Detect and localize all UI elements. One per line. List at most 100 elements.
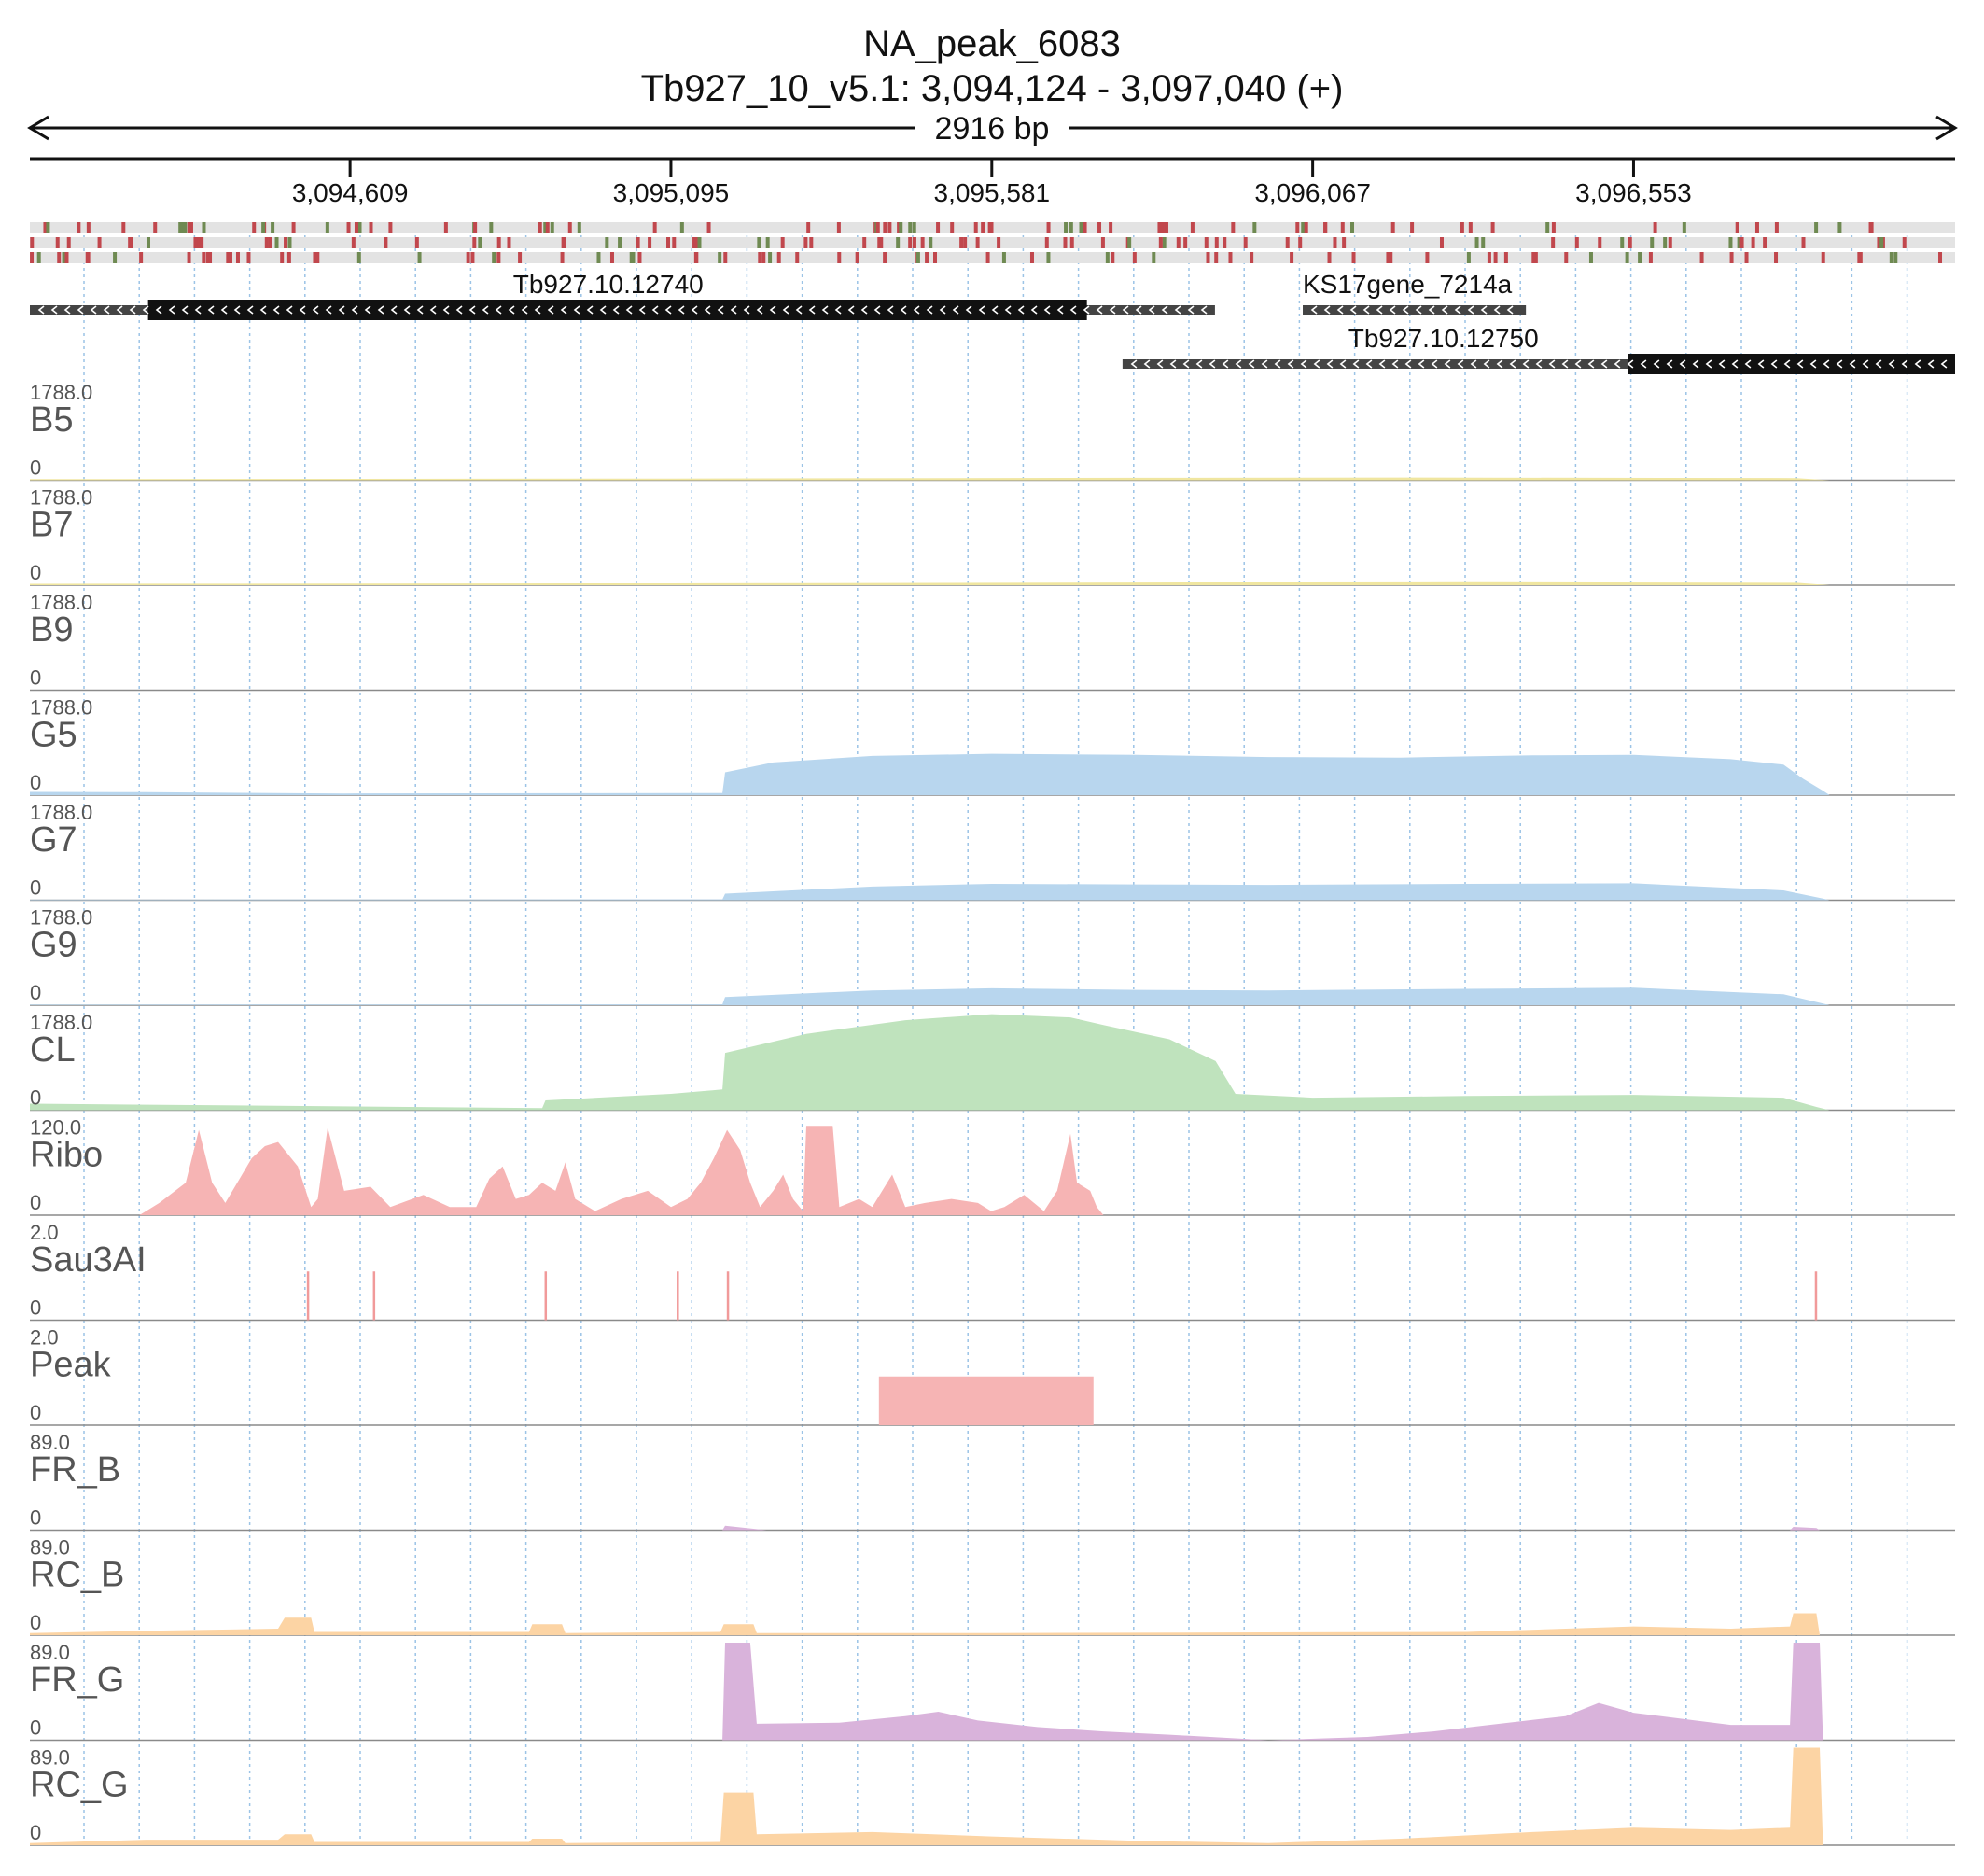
track-max-label: 1788.0 [30,696,92,720]
variant-mark [183,222,188,233]
strand-arrow [1548,359,1556,369]
strand-arrow [364,305,371,315]
variant-mark [765,237,770,248]
variant-mark [1158,237,1163,248]
coverage-area [30,477,1830,481]
variant-mark [235,252,240,263]
variant-mark [912,237,916,248]
variant-mark [1902,237,1907,248]
variant-mark [723,252,728,263]
variant-mark [284,237,288,248]
variant-mark [274,237,279,248]
strand-arrow [272,305,280,315]
strand-arrow [638,305,646,315]
track-min-label: 0 [30,1191,41,1214]
strand-arrow [769,305,776,315]
tick-label: 3,096,553 [1575,178,1692,207]
variant-mark [596,252,601,263]
variant-mark [795,252,800,263]
variant-mark [693,237,698,248]
variant-mark [1531,252,1536,263]
variant-mark [987,222,992,233]
variant-mark [1739,237,1744,248]
variant-mark [883,252,887,263]
variant-mark [1029,252,1034,263]
variant-mark [1460,222,1464,233]
variant-mark [975,237,980,248]
variant-mark [577,222,581,233]
variant-mark [1938,252,1943,263]
variant-mark [1183,237,1188,248]
variant-mark [915,252,920,263]
variant-mark [1728,237,1733,248]
variant-mark [208,252,213,263]
track-g7: 1788.0G7 0 [30,801,1955,902]
track-max-label: 2.0 [30,1326,59,1350]
variant-mark [1628,237,1632,248]
strand-arrow [1418,359,1425,369]
variant-mark [202,222,206,233]
variant-mark [1064,222,1069,233]
strand-arrow [1352,359,1360,369]
variant-mark [666,237,671,248]
variant-mark [1744,252,1749,263]
variant-mark [806,222,811,233]
variant-mark [280,252,285,263]
variant-mark [1668,237,1672,248]
variant-mark [545,222,550,233]
variant-mark [1223,237,1227,248]
variant-mark [1474,237,1479,248]
variant-mark [354,222,358,233]
variant-mark [1735,222,1739,233]
strand-arrow [1705,359,1712,369]
variant-mark [1468,222,1473,233]
coverage-area [30,883,1830,901]
gene-cds [147,300,1087,320]
strand-arrow [900,305,907,315]
variant-mark [1751,237,1755,248]
strand-arrow [834,305,842,315]
site-bar [1814,1271,1818,1321]
variant-mark [268,237,272,248]
variant-mark [1588,252,1593,263]
variant-mark [1893,252,1898,263]
strand-arrow [1679,359,1686,369]
site-bar [544,1271,548,1321]
variant-mark [648,237,652,248]
variant-mark [1069,222,1073,233]
variant-mark [57,252,62,263]
variant-mark [1252,222,1257,233]
strand-arrow [1195,359,1203,369]
variant-mark [1214,252,1219,263]
variant-mark [388,222,393,233]
track-name: B9 [30,610,73,650]
variant-mark [875,222,880,233]
variant-mark [809,237,814,248]
variant-mark [780,237,785,248]
variant-mark [1598,237,1602,248]
variant-mark [912,222,916,233]
track-g9: 1788.0G9 0 [30,906,1955,1006]
variant-mark [567,222,572,233]
variant-mark [121,222,126,233]
strand-arrow [338,305,345,315]
strand-arrow [220,305,228,315]
variant-mark [181,222,186,233]
variant-mark [879,237,884,248]
variant-mark [936,222,941,233]
strand-arrow [756,305,763,315]
variant-mark [1389,252,1393,263]
strand-arrow [312,305,319,315]
strand-arrow [1323,305,1331,315]
strand-arrow [1274,359,1281,369]
variant-mark [1333,237,1337,248]
strand-arrow [1404,359,1412,369]
variant-mark [758,252,762,263]
strand-arrow [1187,305,1195,315]
coverage-area [30,987,1830,1005]
strand-arrow [207,305,215,315]
strand-arrow [1457,359,1464,369]
variant-mark [963,237,968,248]
variant-mark [925,252,929,263]
track-max-label: 2.0 [30,1221,59,1244]
